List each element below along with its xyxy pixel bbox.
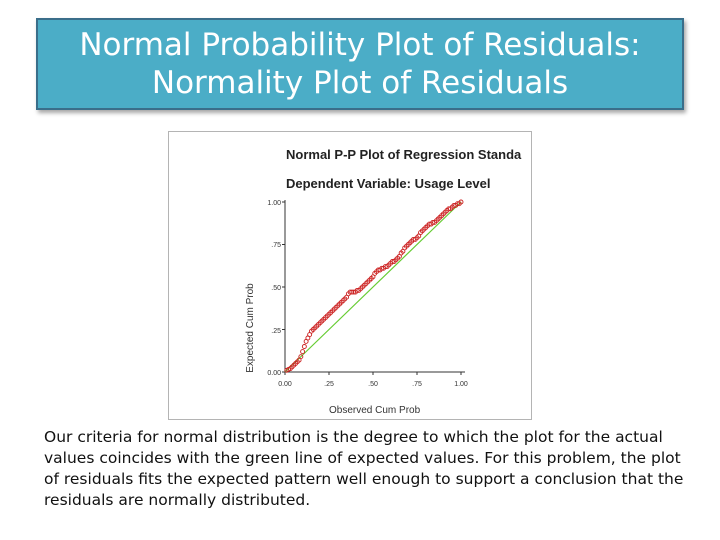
x-tick-label: 1.00 xyxy=(454,381,468,388)
chart-canvas: Normal P-P Plot of Regression Standa Dep… xyxy=(245,147,522,416)
y-tick-labels: 1.00 .75 .50 .25 0.00 xyxy=(267,200,281,377)
x-tick-label: .25 xyxy=(324,381,334,388)
y-tick-label: 1.00 xyxy=(267,200,281,207)
data-point xyxy=(347,289,353,295)
data-point xyxy=(298,354,304,360)
chart-subtitle: Dependent Variable: Usage Level xyxy=(286,176,490,191)
caption-text: Our criteria for normal distribution is … xyxy=(44,428,684,509)
y-tick-label: .50 xyxy=(271,285,281,292)
reference-line xyxy=(284,201,462,373)
x-tick-label: .50 xyxy=(368,381,378,388)
data-point xyxy=(458,199,464,205)
data-point xyxy=(300,349,306,355)
y-tick-label: .75 xyxy=(271,242,281,249)
x-tick-label: .75 xyxy=(412,381,422,388)
chart-title: Normal P-P Plot of Regression Standa xyxy=(286,147,522,162)
y-tick-label: .25 xyxy=(271,328,281,335)
slide-title-box: Normal Probability Plot of Residuals: No… xyxy=(36,18,684,110)
data-point xyxy=(349,289,355,295)
slide-title-line2: Normality Plot of Residuals xyxy=(151,65,569,101)
y-tick-label: 0.00 xyxy=(267,370,281,377)
pp-plot-chart: Normal P-P Plot of Regression Standa Dep… xyxy=(168,131,532,420)
x-axis-label: Observed Cum Prob xyxy=(329,405,421,416)
data-point xyxy=(301,344,307,349)
x-tick-label: 0.00 xyxy=(278,381,292,388)
x-tick-labels: 0.00 .25 .50 .75 1.00 xyxy=(278,381,468,388)
slide-title-line1: Normal Probability Plot of Residuals: xyxy=(79,27,641,63)
y-axis-label: Expected Cum Prob xyxy=(245,283,256,373)
